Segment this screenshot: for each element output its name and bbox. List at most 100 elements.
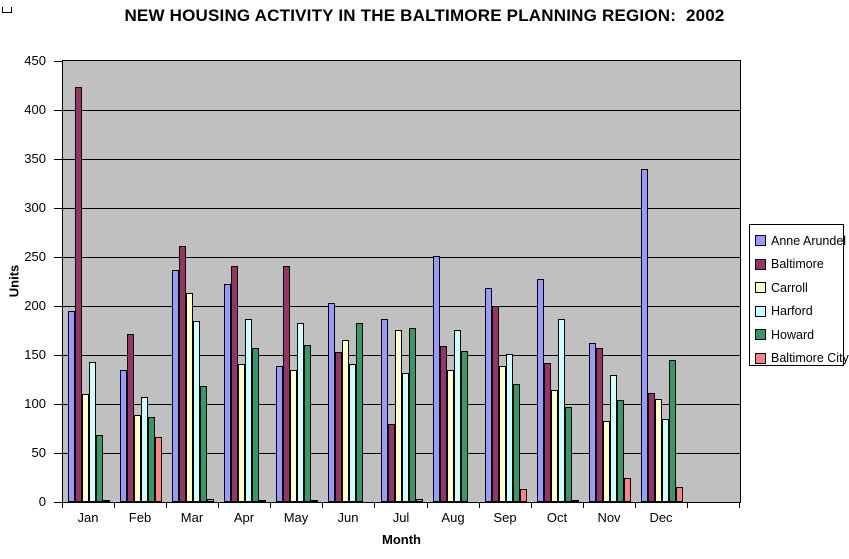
bar-baltimore-jun [335, 352, 342, 502]
bar-baltimore-city-sep [520, 489, 527, 502]
legend-label: Harford [771, 304, 813, 319]
y-axis-tick [54, 110, 62, 111]
legend: Anne Arundel Baltimore Carroll Harford Howar… [749, 224, 849, 366]
bar-howard-apr [252, 348, 259, 502]
bar-baltimore-sep [492, 306, 499, 502]
x-tick-label-jan: Jan [77, 510, 99, 525]
y-tick-label: 150 [24, 347, 46, 362]
bar-harford-sep [506, 354, 513, 502]
x-axis-tick [739, 503, 740, 508]
x-axis-tick [322, 503, 323, 508]
bar-baltimore-city-jan [103, 500, 110, 502]
bar-carroll-may [290, 370, 297, 502]
y-axis-tick [54, 306, 62, 307]
bar-harford-nov [610, 375, 617, 502]
y-tick-label: 0 [38, 494, 46, 509]
bar-baltimore-city-mar [207, 499, 214, 502]
bar-carroll-jun [342, 340, 349, 502]
y-tick-label: 450 [24, 53, 46, 68]
bar-baltimore-city-feb [155, 437, 162, 502]
x-tick-label-oct: Oct [546, 510, 568, 525]
bar-anne-arundel-mar [172, 270, 179, 502]
bar-baltimore-city-dec [676, 487, 683, 502]
gridline [63, 159, 740, 160]
bar-harford-oct [558, 319, 565, 502]
bar-howard-sep [513, 384, 520, 502]
x-tick-label-aug: Aug [441, 510, 465, 525]
x-tick-label-apr: Apr [233, 510, 255, 525]
x-tick-label-feb: Feb [128, 510, 152, 525]
legend-label: Carroll [771, 280, 808, 295]
x-tick-label-may: May [283, 510, 309, 525]
bar-howard-mar [200, 386, 207, 502]
bar-harford-may [297, 323, 304, 502]
bar-baltimore-oct [544, 363, 551, 502]
bar-howard-jun [356, 323, 363, 502]
y-tick-label: 350 [24, 151, 46, 166]
bar-carroll-oct [551, 390, 558, 502]
x-tick-label-jul: Jul [392, 510, 410, 525]
bar-baltimore-jan [75, 87, 82, 502]
y-axis-tick [54, 502, 62, 503]
bar-anne-arundel-apr [224, 284, 231, 502]
bar-carroll-feb [134, 415, 141, 502]
y-axis-tick [54, 355, 62, 356]
y-axis-tick [54, 208, 62, 209]
x-tick-label-mar: Mar [180, 510, 204, 525]
bar-howard-jul [409, 328, 416, 502]
legend-swatch-icon [755, 282, 766, 294]
legend-item-carroll: Carroll [755, 276, 843, 300]
bar-harford-jan [89, 362, 96, 502]
bar-howard-jan [96, 435, 103, 502]
x-axis-tick [62, 503, 63, 508]
legend-swatch-icon [755, 352, 766, 364]
bar-harford-jun [349, 364, 356, 502]
bar-carroll-dec [655, 399, 662, 502]
bar-carroll-aug [447, 370, 454, 502]
bar-anne-arundel-jun [328, 303, 335, 502]
x-axis-tick [374, 503, 375, 508]
x-axis-tick [166, 503, 167, 508]
x-tick-label-dec: Dec [649, 510, 673, 525]
bar-carroll-jul [395, 330, 402, 502]
bar-anne-arundel-jan [68, 311, 75, 502]
gridline [63, 306, 740, 307]
bar-baltimore-mar [179, 246, 186, 502]
bar-anne-arundel-jul [381, 319, 388, 502]
legend-swatch-icon [755, 305, 766, 317]
bar-harford-dec [662, 419, 669, 502]
bar-harford-mar [193, 321, 200, 502]
bar-carroll-nov [603, 421, 610, 502]
bar-baltimore-dec [648, 393, 655, 502]
legend-label: Anne Arundel [771, 233, 847, 248]
bar-howard-oct [565, 407, 572, 502]
x-axis-tick [270, 503, 271, 508]
y-axis-title: Units [6, 264, 22, 298]
legend-swatch-icon [755, 258, 766, 270]
bar-howard-dec [669, 360, 676, 502]
legend-label: Baltimore [771, 257, 824, 272]
y-tick-label: 50 [31, 445, 46, 460]
x-axis-tick [479, 503, 480, 508]
bar-carroll-sep [499, 366, 506, 502]
x-axis-tick [635, 503, 636, 508]
bar-howard-may [304, 345, 311, 502]
bar-baltimore-city-nov [624, 478, 631, 502]
bar-baltimore-feb [127, 334, 134, 502]
bar-baltimore-city-jul [416, 499, 423, 502]
x-tick-label-sep: Sep [493, 510, 517, 525]
bar-howard-aug [461, 351, 468, 502]
bar-harford-feb [141, 397, 148, 502]
bar-harford-apr [245, 319, 252, 502]
y-axis-tick [54, 61, 62, 62]
legend-item-baltimore: Baltimore [755, 253, 843, 277]
x-axis-tick [687, 503, 688, 508]
legend-item-harford: Harford [755, 300, 843, 324]
legend-item-howard: Howard [755, 323, 843, 347]
x-tick-label-nov: Nov [597, 510, 621, 525]
legend-label: Howard [771, 327, 815, 342]
bar-howard-feb [148, 417, 155, 502]
y-axis-tick [54, 453, 62, 454]
legend-label: Baltimore City [771, 351, 849, 366]
